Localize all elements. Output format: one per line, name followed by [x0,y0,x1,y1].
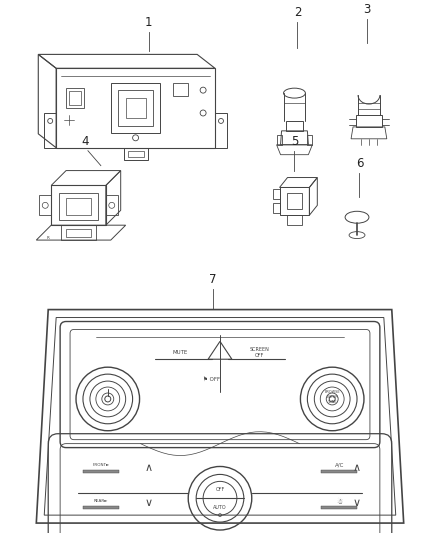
Text: ☃: ☃ [336,498,342,505]
Text: MUTE: MUTE [173,350,188,355]
Text: 7: 7 [209,273,217,286]
Polygon shape [321,506,357,509]
Text: AUTO: AUTO [213,505,227,510]
Text: ∨: ∨ [353,498,361,508]
Text: 2: 2 [294,6,301,19]
Text: ∧: ∧ [145,464,152,473]
Text: SCREEN
OFF: SCREEN OFF [250,347,270,358]
Text: REAR►: REAR► [94,499,108,503]
Text: 3: 3 [363,3,371,15]
Text: R: R [47,236,49,240]
Text: ⚑ OFF: ⚑ OFF [204,377,221,382]
Polygon shape [321,471,357,473]
Text: ∧: ∧ [353,464,361,473]
Text: 1: 1 [145,15,152,29]
Text: 4: 4 [81,135,89,148]
Text: OFF: OFF [215,487,225,492]
Text: FRONT►: FRONT► [92,464,110,467]
Text: 5: 5 [291,135,298,148]
Text: 6: 6 [356,157,364,169]
Polygon shape [83,471,119,473]
Polygon shape [83,506,119,509]
Text: BROWSE
ENTER
TUNE: BROWSE ENTER TUNE [325,390,340,403]
Text: ∨: ∨ [145,498,152,508]
Text: A/C: A/C [335,463,344,468]
